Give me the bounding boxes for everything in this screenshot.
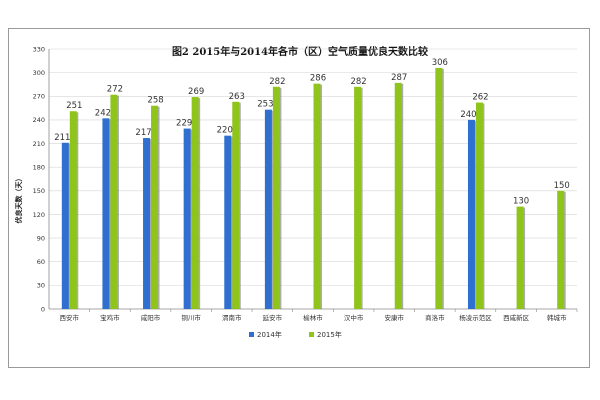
y-tick-label: 300 [33, 69, 45, 77]
data-label: 282 [350, 77, 366, 87]
category-label: 铜川市 [181, 313, 201, 322]
bar-2014 [143, 138, 151, 309]
data-label: 263 [229, 92, 245, 102]
bar-2015 [232, 101, 240, 310]
legend-swatch [309, 332, 314, 337]
data-label: 286 [310, 74, 326, 84]
bar-2014 [102, 118, 110, 309]
y-tick-label: 210 [33, 140, 45, 148]
bar-2015 [516, 206, 524, 309]
bar-2015 [151, 105, 159, 310]
bar-2014 [224, 135, 232, 309]
data-label: 253 [257, 100, 273, 110]
y-tick-label: 270 [33, 93, 45, 101]
data-label: 229 [176, 119, 192, 129]
category-label: 西咸新区 [503, 313, 530, 322]
bar-2015 [272, 86, 280, 309]
category-label: 汉中市 [344, 313, 364, 322]
data-label: 130 [513, 197, 529, 207]
y-tick-label: 150 [33, 187, 45, 195]
bar-2015 [394, 82, 402, 309]
data-label: 272 [107, 85, 123, 95]
legend: 2014年 2015年 [249, 330, 342, 339]
data-label: 262 [472, 93, 488, 103]
bar-2015 [191, 97, 199, 309]
y-tick-label: 120 [33, 211, 45, 219]
chart-frame: 图2 2015年与2014年各市（区）空气质量优良天数比较 0 30 60 90 120… [8, 28, 590, 368]
category-label: 延安市 [263, 313, 283, 322]
legend-swatch [249, 332, 254, 337]
axes: 0 30 60 90 120 150 180 210 240 270 300 330 [33, 45, 578, 313]
category-label: 杨凌示范区 [459, 313, 492, 322]
bar-2015 [557, 190, 565, 309]
bar-2015 [475, 102, 483, 309]
bar-chart: 图2 2015年与2014年各市（区）空气质量优良天数比较 0 30 60 90 120… [14, 45, 578, 339]
category-label: 榆林市 [303, 313, 323, 322]
category-label: 西安市 [60, 313, 80, 322]
data-label: 211 [54, 133, 70, 143]
legend-label: 2014年 [257, 330, 282, 339]
y-tick-label: 180 [33, 163, 45, 171]
legend-label: 2015年 [317, 330, 342, 339]
category-label: 宝鸡市 [100, 313, 120, 322]
category-label: 渭南市 [222, 313, 242, 322]
data-label: 150 [554, 181, 570, 191]
data-label: 242 [95, 108, 111, 118]
y-tick-label: 30 [37, 282, 45, 290]
bar-2015 [435, 67, 443, 309]
data-label: 220 [217, 126, 233, 136]
category-label: 商洛市 [425, 313, 445, 322]
data-label: 306 [432, 58, 448, 68]
data-label: 258 [147, 96, 163, 106]
y-axis-label: 优良天数（天） [14, 175, 23, 224]
category-label: 安康市 [384, 313, 404, 322]
bar-2015 [354, 86, 362, 309]
bar-2014 [61, 142, 69, 309]
gridlines [49, 48, 577, 286]
category-labels: 西安市 宝鸡市 咸阳市 铜川市 渭南市 延安市 榆林市 汉中市 安康市 商洛市 杨凌示范区 西咸新区 韩… [60, 313, 567, 322]
data-label: 251 [66, 101, 82, 111]
data-label: 282 [269, 77, 285, 87]
bar-2014 [183, 128, 191, 309]
data-label: 269 [188, 87, 204, 97]
bar-2015 [313, 83, 321, 309]
y-tick-label: 60 [37, 258, 45, 266]
data-label: 217 [135, 128, 151, 138]
y-tick-label: 90 [37, 234, 45, 242]
chart-title: 图2 2015年与2014年各市（区）空气质量优良天数比较 [172, 45, 428, 58]
y-tick-label: 0 [41, 305, 45, 313]
y-tick-label: 240 [33, 116, 45, 124]
bar-2015 [110, 94, 118, 310]
data-labels: 211 251 242 272 217 258 229 269 220 263 253 282 286 2… [54, 58, 570, 207]
bar-2014 [467, 119, 475, 309]
category-label: 韩城市 [547, 313, 567, 322]
bar-2015 [69, 111, 77, 309]
bar-2014 [264, 109, 272, 310]
data-label: 287 [391, 73, 407, 83]
bars [61, 67, 566, 310]
category-label: 咸阳市 [141, 313, 161, 322]
data-label: 240 [460, 110, 476, 120]
y-tick-label: 330 [33, 45, 45, 53]
